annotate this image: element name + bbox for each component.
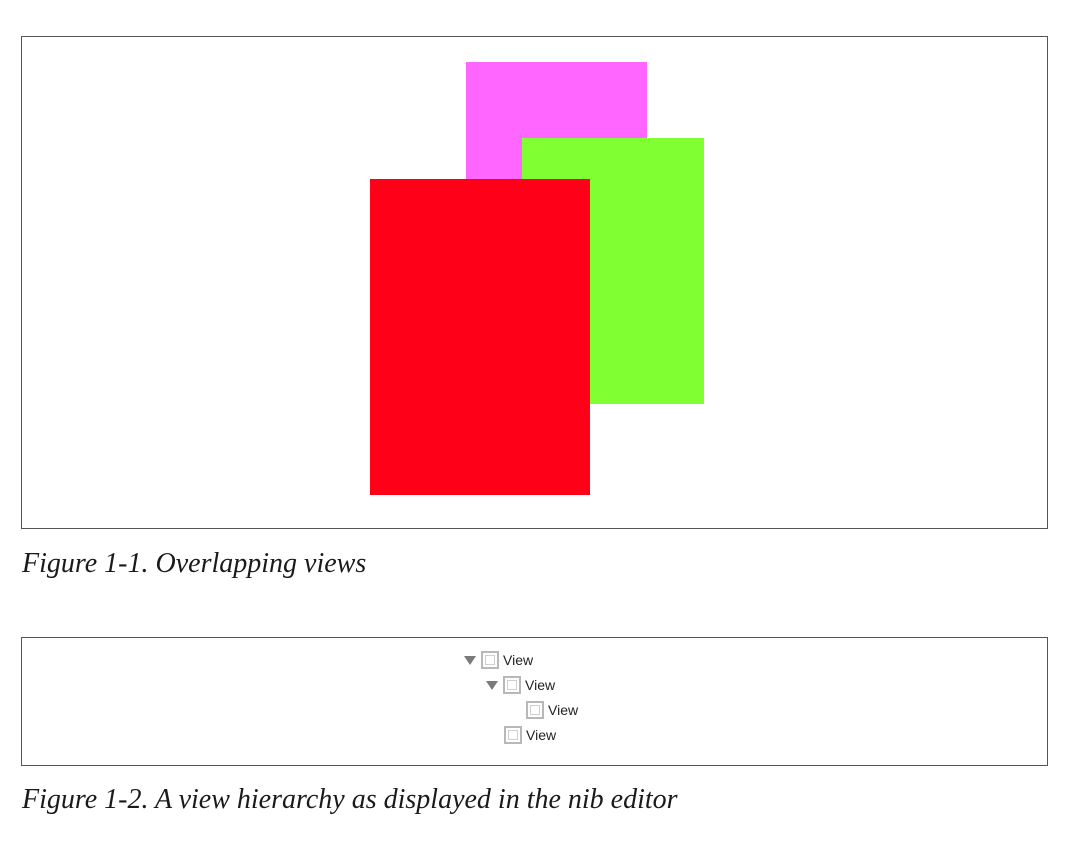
tree-row-grandchild-view[interactable]: View xyxy=(526,699,578,721)
red-view xyxy=(370,179,590,495)
tree-row-label: View xyxy=(503,652,534,668)
disclosure-triangle-icon[interactable] xyxy=(464,655,476,665)
view-icon xyxy=(481,651,499,669)
tree-row-second-child-view[interactable]: View xyxy=(504,724,556,746)
tree-row-child-view[interactable]: View xyxy=(486,674,555,696)
tree-row-root-view[interactable]: View xyxy=(464,649,533,671)
view-icon xyxy=(526,701,544,719)
view-icon xyxy=(504,726,522,744)
figure-2-caption: Figure 1-2. A view hierarchy as displaye… xyxy=(22,784,678,815)
disclosure-triangle-icon[interactable] xyxy=(486,680,498,690)
tree-row-label: View xyxy=(525,677,556,693)
tree-row-label: View xyxy=(526,727,557,743)
figure-2-frame: View View View View xyxy=(21,637,1048,766)
figure-1-caption: Figure 1-1. Overlapping views xyxy=(22,548,367,579)
figure-1-frame xyxy=(21,36,1048,529)
view-icon xyxy=(503,676,521,694)
tree-row-label: View xyxy=(548,702,579,718)
